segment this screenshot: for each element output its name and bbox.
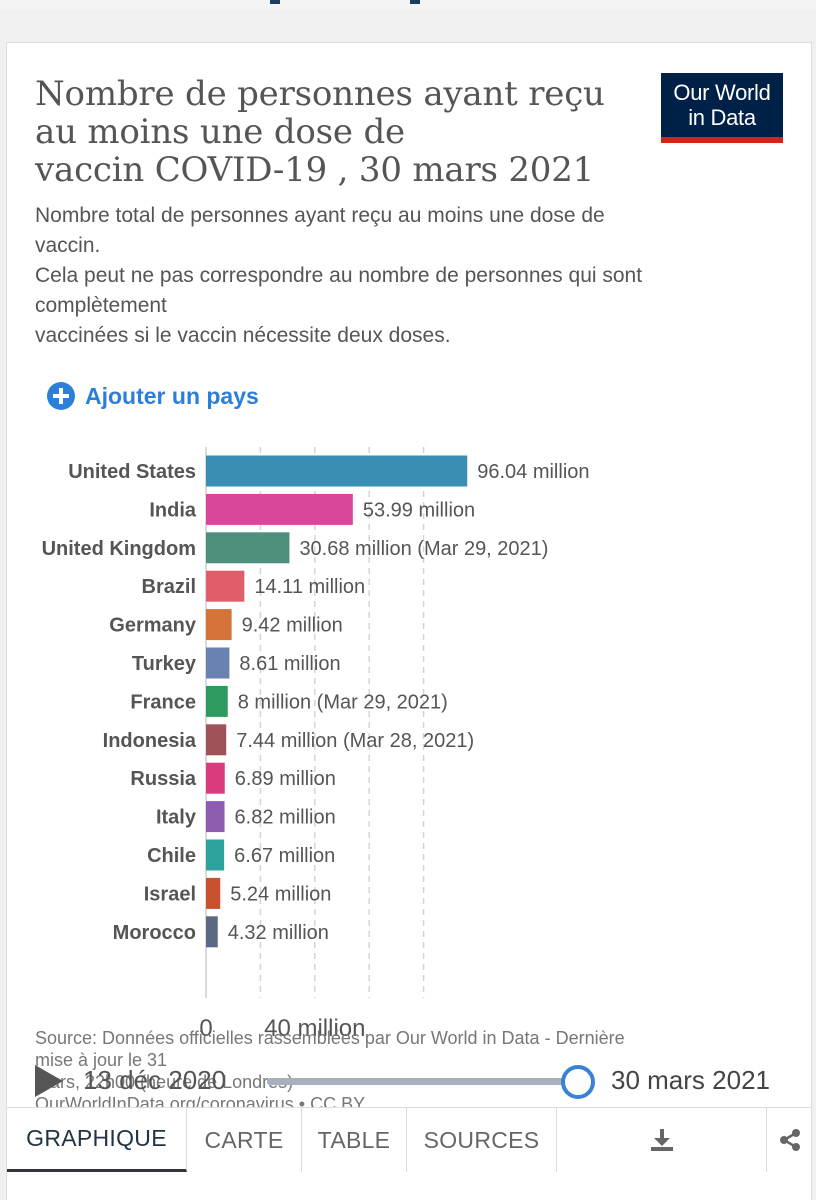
- tab-carte[interactable]: CARTE: [187, 1108, 302, 1172]
- data-label: 7.44 million (Mar 28, 2021): [236, 730, 474, 752]
- bar[interactable]: [206, 455, 468, 487]
- data-label: 6.89 million: [235, 768, 336, 790]
- tab-sources[interactable]: SOURCES: [407, 1108, 557, 1172]
- x-tick-label: 40 million: [264, 1015, 365, 1042]
- tab-graphique[interactable]: GRAPHIQUE: [7, 1108, 187, 1172]
- tab-bar: GRAPHIQUE CARTE TABLE SOURCES: [7, 1107, 811, 1172]
- timeline-track[interactable]: [267, 1078, 577, 1085]
- chart-title-line: au moins une dose de: [35, 112, 405, 152]
- timeline-end-date: 30 mars 2021: [611, 1065, 770, 1095]
- category-label: United States: [68, 461, 196, 483]
- chart-title: Nombre de personnes ayant reçu au moins …: [35, 75, 635, 189]
- chart-subtitle: Nombre total de personnes ayant reçu au …: [35, 201, 795, 351]
- bar[interactable]: [206, 647, 230, 679]
- bar[interactable]: [206, 532, 290, 564]
- category-label: Brazil: [142, 576, 196, 598]
- bar[interactable]: [206, 570, 245, 602]
- subtitle-line: complètement: [35, 294, 167, 317]
- data-label: 8 million (Mar 29, 2021): [238, 691, 448, 713]
- bar[interactable]: [206, 493, 353, 525]
- bar[interactable]: [206, 801, 225, 833]
- bar[interactable]: [206, 916, 218, 948]
- tab-share[interactable]: [767, 1108, 811, 1172]
- data-label: 6.82 million: [235, 807, 336, 829]
- chart-title-line: vaccin COVID-19 , 30 mars 2021: [35, 150, 595, 190]
- timeline-start-date: 13 déc 2020: [83, 1065, 227, 1095]
- chart-card: Nombre de personnes ayant reçu au moins …: [6, 42, 812, 1200]
- add-country-label: Ajouter un pays: [85, 382, 259, 409]
- bar[interactable]: [206, 762, 225, 794]
- subtitle-line: vaccin.: [35, 234, 101, 257]
- share-icon: [780, 1129, 800, 1151]
- data-label: 14.11 million: [254, 576, 365, 598]
- data-label: 96.04 million: [477, 461, 589, 483]
- data-label: 53.99 million: [363, 499, 475, 521]
- owid-logo[interactable]: Our World in Data: [661, 73, 783, 143]
- data-label: 30.68 million (Mar 29, 2021): [299, 538, 548, 560]
- download-icon: [650, 1129, 673, 1151]
- logo-line: in Data: [688, 105, 756, 130]
- bar[interactable]: [206, 839, 225, 871]
- logo-line: Our World: [673, 80, 771, 105]
- category-label: Morocco: [113, 922, 196, 944]
- top-sliver: [0, 0, 816, 10]
- source-line: mars, 22h00 (heure de Londres): [35, 1072, 294, 1092]
- data-label: 9.42 million: [242, 615, 343, 637]
- data-label: 5.24 million: [230, 883, 331, 905]
- chart-title-line: Nombre de personnes ayant reçu: [35, 74, 605, 114]
- timeline: 13 déc 2020 30 mars 2021: [7, 1057, 811, 1105]
- sliver-mark: [270, 0, 280, 4]
- bar[interactable]: [206, 685, 228, 717]
- add-country-button[interactable]: Ajouter un pays: [47, 382, 259, 410]
- bar[interactable]: [206, 877, 221, 909]
- bar[interactable]: [206, 609, 232, 641]
- tab-table[interactable]: TABLE: [302, 1108, 407, 1172]
- subtitle-line: Nombre total de personnes ayant reçu au …: [35, 204, 605, 227]
- bar[interactable]: [206, 724, 227, 756]
- category-label: Israel: [144, 883, 196, 905]
- category-label: France: [130, 691, 196, 713]
- category-label: United Kingdom: [42, 538, 196, 560]
- category-label: India: [149, 499, 197, 521]
- x-tick-label: 0: [199, 1015, 212, 1042]
- play-icon[interactable]: [35, 1065, 63, 1097]
- data-label: 6.67 million: [234, 845, 335, 867]
- source-line: mise à jour le 31: [35, 1050, 168, 1070]
- source-line: Source: Données officielles rassemblées …: [35, 1028, 625, 1048]
- category-label: Chile: [147, 845, 196, 867]
- category-label: Indonesia: [103, 730, 197, 752]
- category-label: Italy: [156, 807, 197, 829]
- tab-download[interactable]: [557, 1108, 767, 1172]
- subtitle-line: Cela peut ne pas correspondre au nombre …: [35, 264, 643, 287]
- data-label: 4.32 million: [228, 922, 329, 944]
- plus-circle-icon: [47, 382, 75, 410]
- subtitle-line: vaccinées si le vaccin nécessite deux do…: [35, 324, 451, 347]
- bar-chart: United States 96.04 million India 53.99 mil…: [42, 447, 590, 1042]
- source-note: Source: Données officielles rassemblées …: [35, 1027, 795, 1115]
- category-label: Turkey: [132, 653, 197, 675]
- timeline-handle[interactable]: [561, 1065, 595, 1099]
- data-label: 8.61 million: [239, 653, 340, 675]
- sliver-mark: [410, 0, 420, 4]
- category-label: Germany: [109, 615, 197, 637]
- category-label: Russia: [130, 768, 196, 790]
